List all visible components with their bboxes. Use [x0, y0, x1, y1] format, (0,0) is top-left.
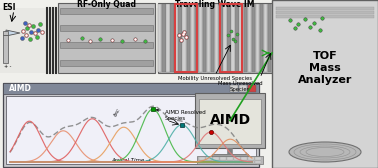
Bar	[0, 8, 378, 73]
Text: AIMD: AIMD	[9, 84, 32, 93]
Bar	[219, 4, 223, 72]
Bar	[234, 157, 240, 159]
Bar	[268, 4, 271, 72]
Bar	[199, 4, 202, 72]
Bar	[58, 3, 155, 73]
Bar	[206, 160, 212, 163]
Bar	[175, 4, 197, 72]
Bar	[241, 160, 246, 163]
Bar	[227, 160, 232, 163]
Text: AIMD Resolved
Species: AIMD Resolved Species	[156, 109, 206, 121]
Text: RF-Only Quad: RF-Only Quad	[77, 0, 136, 9]
Bar	[195, 93, 265, 148]
Bar	[264, 4, 267, 72]
Bar	[239, 85, 247, 92]
Bar	[170, 4, 174, 72]
Bar	[186, 4, 190, 72]
Bar	[260, 4, 263, 72]
Bar	[60, 25, 153, 31]
Bar	[199, 160, 204, 163]
Bar	[234, 160, 240, 163]
Bar	[248, 4, 251, 72]
Bar	[276, 7, 374, 10]
Bar	[60, 8, 153, 14]
Bar	[162, 4, 166, 72]
Text: + -: + -	[4, 64, 11, 69]
Bar	[158, 4, 161, 72]
Bar	[239, 4, 243, 72]
Bar	[174, 4, 178, 72]
Bar	[248, 85, 256, 92]
Bar	[212, 154, 248, 160]
Bar	[256, 4, 259, 72]
Bar	[215, 4, 218, 72]
Bar	[195, 4, 198, 72]
Bar	[199, 99, 261, 144]
Bar	[248, 160, 254, 163]
Bar	[243, 4, 247, 72]
Bar	[231, 4, 235, 72]
Bar	[213, 160, 218, 163]
Text: AIMD: AIMD	[209, 114, 251, 128]
Bar	[220, 160, 226, 163]
Bar	[213, 157, 218, 159]
Bar	[158, 3, 272, 73]
Bar	[207, 4, 210, 72]
Ellipse shape	[289, 142, 361, 162]
Bar	[252, 4, 255, 72]
Polygon shape	[6, 30, 20, 36]
Bar	[223, 4, 226, 72]
Bar	[255, 157, 260, 159]
Bar	[199, 157, 204, 159]
Bar	[206, 157, 212, 159]
Bar	[166, 4, 170, 72]
Bar	[235, 4, 239, 72]
Bar	[178, 4, 182, 72]
Bar	[191, 4, 194, 72]
Text: ESI: ESI	[2, 3, 15, 12]
Bar	[276, 11, 374, 14]
Bar	[3, 83, 259, 94]
Bar	[60, 42, 153, 48]
Bar	[60, 60, 153, 66]
Bar	[203, 4, 206, 72]
Text: Traveling Wave IM: Traveling Wave IM	[175, 0, 255, 9]
Bar	[3, 35, 8, 63]
Bar	[197, 156, 263, 164]
Text: TOF
Mass
Analyzer: TOF Mass Analyzer	[298, 51, 352, 85]
Bar	[183, 4, 186, 72]
Bar	[3, 83, 259, 167]
Bar	[220, 4, 242, 72]
Bar	[248, 157, 254, 159]
Bar	[211, 4, 214, 72]
Bar	[230, 85, 238, 92]
Bar	[220, 157, 226, 159]
Text: Mobility Unresolved Species: Mobility Unresolved Species	[178, 76, 252, 81]
Bar	[276, 15, 374, 18]
Bar	[255, 160, 260, 163]
Polygon shape	[3, 31, 8, 35]
Bar	[6, 96, 256, 164]
Bar	[272, 0, 378, 168]
Text: $t_{RC}$: $t_{RC}$	[112, 105, 124, 119]
Text: Arrival Time →: Arrival Time →	[111, 158, 151, 163]
Bar	[227, 4, 231, 72]
Bar	[241, 157, 246, 159]
Text: Mass Unresolved
Species: Mass Unresolved Species	[218, 81, 262, 92]
Bar	[227, 157, 232, 159]
